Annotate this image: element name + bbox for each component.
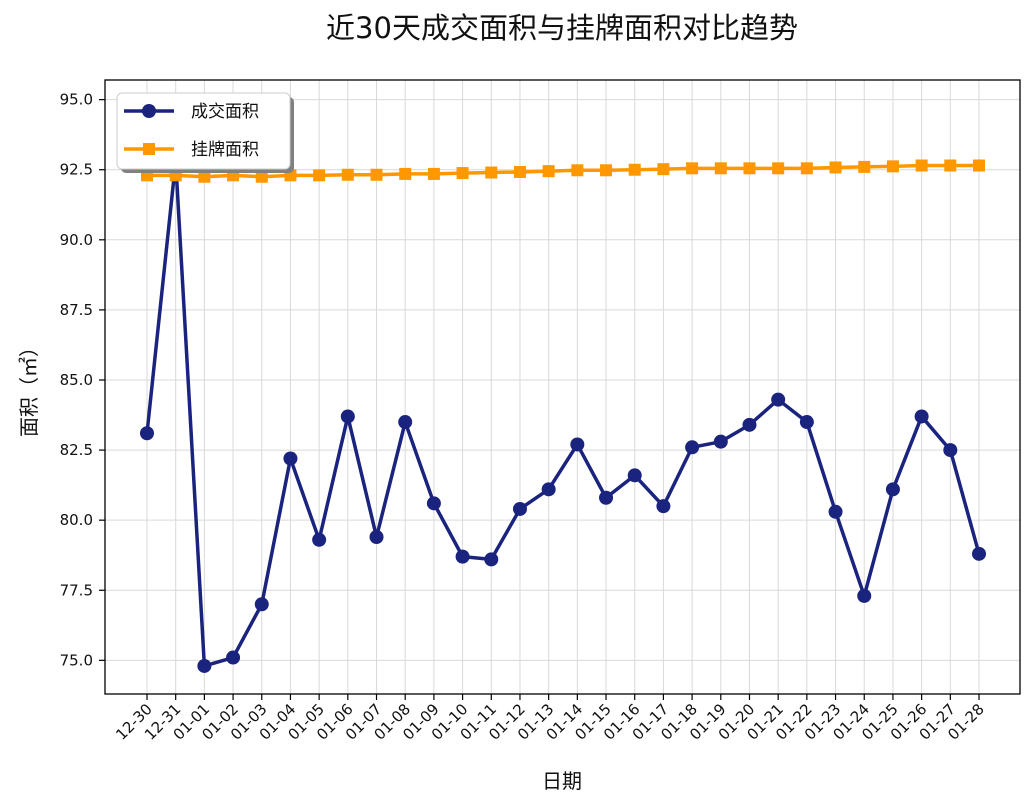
data-point [743, 162, 756, 175]
data-point [656, 499, 671, 514]
data-point [283, 451, 298, 466]
series-layer [140, 154, 986, 673]
data-point [858, 160, 871, 173]
series-line [145, 159, 981, 668]
data-point [254, 597, 269, 612]
data-point [657, 163, 670, 176]
y-tick-label: 75.0 [60, 651, 93, 669]
data-point [512, 501, 527, 516]
data-point [513, 165, 526, 178]
data-point [742, 417, 757, 432]
y-tick-label: 77.5 [60, 581, 93, 599]
data-point [713, 434, 728, 449]
y-tick-label: 95.0 [60, 91, 93, 109]
data-point [828, 504, 843, 519]
data-point [915, 159, 928, 172]
chart-title: 近30天成交面积与挂牌面积对比趋势 [326, 11, 798, 45]
data-point [772, 162, 785, 175]
data-point [197, 658, 212, 673]
data-point [599, 490, 614, 505]
data-point [571, 164, 584, 177]
legend-label: 挂牌面积 [191, 140, 259, 160]
data-point [340, 409, 355, 424]
y-tick-label: 80.0 [60, 511, 93, 529]
data-point [198, 170, 211, 183]
data-point [944, 159, 957, 172]
data-point [398, 415, 413, 430]
data-point [627, 468, 642, 483]
data-point [600, 164, 613, 177]
data-point [972, 546, 986, 561]
y-tick-layer: 75.0 77.5 80.0 82.5 85.0 87.5 90.0 92.5 95.0 [60, 91, 105, 669]
data-point [313, 169, 326, 182]
y-axis-label: 面积（㎡） [17, 337, 41, 437]
y-tick-label: 90.0 [60, 231, 93, 249]
data-point [943, 443, 958, 458]
data-point [628, 163, 641, 176]
data-point [226, 650, 241, 665]
data-point [312, 532, 327, 547]
data-point [455, 549, 470, 564]
data-point [886, 160, 899, 173]
data-point [370, 168, 383, 181]
data-point [255, 170, 268, 183]
data-point [973, 159, 985, 172]
data-point [685, 440, 700, 455]
data-point [885, 482, 900, 497]
data-point [686, 162, 699, 175]
data-point [857, 588, 872, 603]
data-point [484, 552, 499, 567]
legend-marker [142, 104, 156, 118]
data-point [914, 409, 929, 424]
y-tick-label: 82.5 [60, 441, 93, 459]
data-point [800, 162, 813, 175]
data-point [799, 415, 814, 430]
data-point [570, 437, 585, 452]
y-tick-label: 87.5 [60, 301, 93, 319]
series-1 [141, 159, 985, 183]
data-point [714, 162, 727, 175]
data-point [426, 496, 441, 511]
x-axis-label: 日期 [542, 769, 582, 793]
y-tick-label: 85.0 [60, 371, 93, 389]
data-point [542, 165, 555, 178]
data-point [140, 426, 154, 441]
data-point [369, 529, 384, 544]
legend-marker [143, 143, 155, 155]
data-point [427, 167, 440, 180]
data-point [341, 168, 354, 181]
data-point [399, 167, 412, 180]
plot-frame [104, 79, 1021, 695]
data-point [485, 166, 498, 179]
data-point [829, 161, 842, 174]
data-point [771, 392, 786, 407]
y-tick-label: 92.5 [60, 161, 93, 179]
legend-label: 成交面积 [191, 102, 259, 122]
data-point [541, 482, 556, 497]
data-point [456, 167, 469, 180]
